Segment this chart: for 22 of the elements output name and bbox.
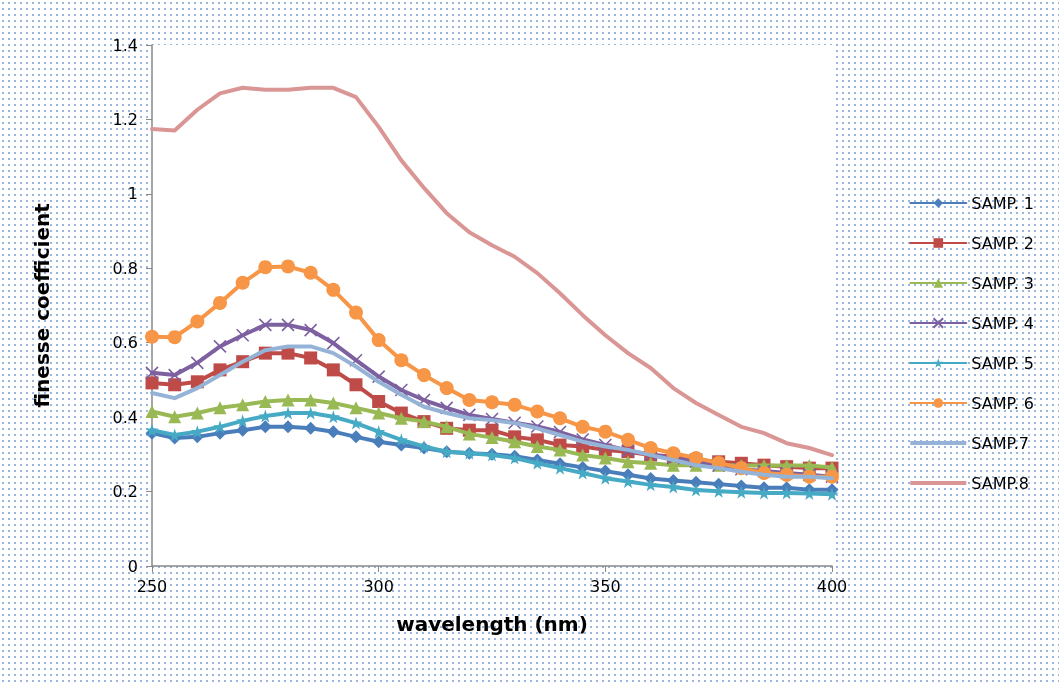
y-tick-label: 0.8 (112, 258, 138, 278)
legend-label: SAMP. 5 (971, 353, 1035, 373)
legend-label: SAMP.7 (971, 433, 1029, 453)
x-axis-title: wavelength (nm) (396, 612, 588, 636)
y-tick-label: 1.2 (112, 109, 138, 129)
x-tick-label: 250 (136, 576, 168, 596)
x-tick-label: 300 (363, 576, 394, 596)
y-tick-label: 0.2 (112, 482, 138, 502)
x-tick-label: 350 (590, 576, 621, 596)
legend-label: SAMP. 3 (971, 273, 1035, 293)
y-tick-label: 1.4 (112, 35, 138, 55)
y-tick-label: 0.6 (112, 333, 138, 353)
legend-label: SAMP. 4 (971, 313, 1035, 333)
y-tick-label: 0 (127, 556, 138, 576)
y-tick-label: 1 (127, 184, 138, 204)
y-axis-title: finesse coefficient (30, 202, 54, 408)
y-tick-label: 0.4 (112, 407, 138, 427)
x-tick-label: 400 (816, 576, 848, 596)
legend-label: SAMP. 6 (971, 393, 1035, 413)
legend-label: SAMP. 1 (971, 193, 1035, 213)
legend-label: SAMP. 2 (971, 233, 1035, 253)
legend-label: SAMP.8 (971, 473, 1029, 493)
